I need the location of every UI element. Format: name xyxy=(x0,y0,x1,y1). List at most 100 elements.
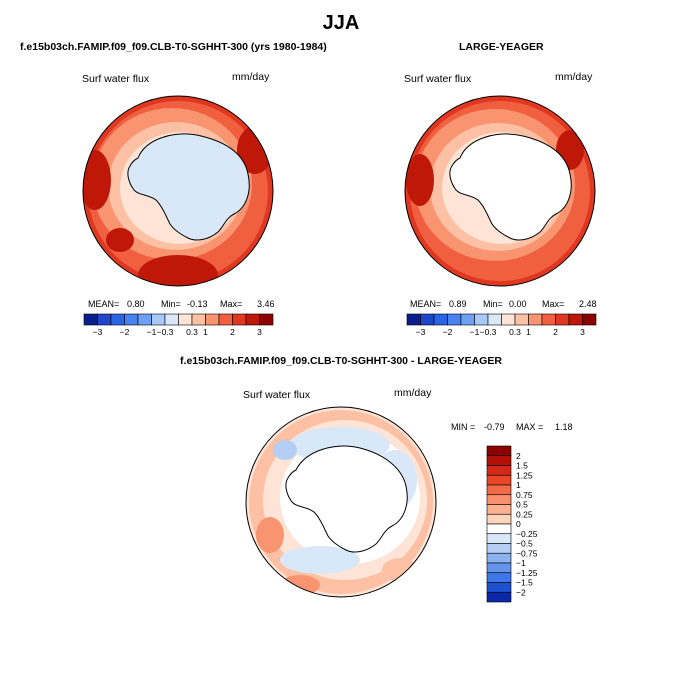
panel1-mean-label: MEAN= xyxy=(88,299,120,309)
panel1-colorbar-swatch xyxy=(83,313,98,326)
panel3-colorbar-swatch xyxy=(486,552,512,564)
panel3-colorbar-swatch xyxy=(486,455,512,466)
panel1-colorbar-swatch xyxy=(151,313,166,326)
panel3-colorbar-swatch xyxy=(486,445,512,457)
panel1-colorbar-swatch xyxy=(191,313,206,326)
panel2-colorbar-swatch xyxy=(420,313,435,326)
panel1-colorbar-swatch xyxy=(218,313,233,326)
panel3-colorbar-label: −0.25 xyxy=(516,529,538,539)
panel1-variable-label: Surf water flux xyxy=(82,73,150,85)
panel3-min-value: -0.79 xyxy=(484,422,505,432)
panel3-colorbar-label: −1 xyxy=(516,558,526,568)
panel2-mean-label: MEAN= xyxy=(410,299,442,309)
panel2-variable-label: Surf water flux xyxy=(404,73,472,85)
panel2-colorbar-swatch xyxy=(433,313,448,326)
panel2-colorbar-label: −0.3 xyxy=(480,327,497,337)
panel3-colorbar-swatch xyxy=(486,465,512,476)
panel3-colorbar-label: −1.5 xyxy=(516,578,533,588)
panel3-units-label: mm/day xyxy=(394,387,432,399)
panel2-colorbar-swatch xyxy=(541,313,556,326)
panel1-colorbar: −3 −2 −1 −0.3 0.3 1 2 3 xyxy=(83,313,274,337)
panel2-colorbar-label: −1 xyxy=(470,327,480,337)
panel2-colorbar-swatch xyxy=(528,313,543,326)
panel3-colorbar-label: 0.75 xyxy=(516,490,533,500)
panel1-colorbar-label: −1 xyxy=(147,327,157,337)
panel2-colorbar-swatch xyxy=(474,313,489,326)
panel3-colorbar-swatch xyxy=(486,474,512,486)
panel2-colorbar-label: 3 xyxy=(580,327,585,337)
panel3-colorbar-label: −1.25 xyxy=(516,568,538,578)
panel3-case-title: f.e15b03ch.FAMIP.f09_f09.CLB-T0-SGHHT-30… xyxy=(180,355,502,367)
panel3-colorbar-swatch xyxy=(486,582,512,593)
panel3-colorbar-label: 0 xyxy=(516,519,521,529)
panel2-max-label: Max= xyxy=(542,299,565,309)
panel1-map xyxy=(82,95,274,287)
panel2-colorbar-swatch xyxy=(406,313,421,326)
panel2-colorbar-swatch xyxy=(487,313,502,326)
panel1-units-label: mm/day xyxy=(232,71,270,83)
panel3-colorbar-label: 1.5 xyxy=(516,461,528,471)
panel1-max-label: Max= xyxy=(220,299,243,309)
panel2-colorbar-label: −3 xyxy=(416,327,426,337)
panel3-map xyxy=(245,406,437,598)
panel3-colorbar-swatch xyxy=(486,523,512,535)
panel3-colorbar-swatch xyxy=(486,494,512,505)
panel2-colorbar-label: 0.3 xyxy=(509,327,521,337)
panel1-colorbar-swatch xyxy=(124,313,139,326)
panel3-colorbar-swatch xyxy=(486,562,512,574)
panel1-colorbar-label: −3 xyxy=(93,327,103,337)
panel1-colorbar-label: 1 xyxy=(203,327,208,337)
panel2-colorbar-swatch xyxy=(568,313,583,326)
panel1-colorbar-label: −0.3 xyxy=(157,327,174,337)
figure-title: JJA xyxy=(322,12,360,34)
panel2-min-label: Min= xyxy=(483,299,503,309)
panel3-max-value: 1.18 xyxy=(555,422,573,432)
panel1-colorbar-label: 3 xyxy=(257,327,262,337)
panel3-colorbar-label: 2 xyxy=(516,451,521,461)
panel2-colorbar-swatch xyxy=(514,313,529,326)
panel1-colorbar-swatch xyxy=(178,313,193,326)
panel2-case-title: LARGE-YEAGER xyxy=(459,41,544,53)
panel1-colorbar-swatch xyxy=(110,313,125,326)
panel2-colorbar-label: 1 xyxy=(526,327,531,337)
panel1-mean-value: 0.80 xyxy=(127,299,145,309)
panel3-colorbar-label: −2 xyxy=(516,587,526,597)
panel2-map xyxy=(404,95,596,287)
panel3-colorbar-label: 0.5 xyxy=(516,500,528,510)
panel2-colorbar-swatch xyxy=(501,313,516,326)
panel2-units-label: mm/day xyxy=(555,71,593,83)
panel3-variable-label: Surf water flux xyxy=(243,389,311,401)
panel3-colorbar-label: −0.75 xyxy=(516,548,538,558)
panel1-max-value: 3.46 xyxy=(257,299,275,309)
panel1-colorbar-swatch xyxy=(97,313,112,326)
panel3-colorbar-swatch xyxy=(486,484,512,496)
panel3-colorbar-label: −0.5 xyxy=(516,539,533,549)
panel2-mean-value: 0.89 xyxy=(449,299,467,309)
panel1-min-label: Min= xyxy=(161,299,181,309)
panel1-colorbar-label: 2 xyxy=(230,327,235,337)
panel2-colorbar-swatch xyxy=(555,313,570,326)
panel1-colorbar-label: −2 xyxy=(120,327,130,337)
panel2-colorbar: −3 −2 −1 −0.3 0.3 1 2 3 xyxy=(406,313,597,337)
panel1-colorbar-swatch xyxy=(245,313,260,326)
panel3-colorbar-swatch xyxy=(486,543,512,554)
panel2-colorbar-swatch xyxy=(582,313,597,326)
panel2-max-value: 2.48 xyxy=(579,299,597,309)
panel1-colorbar-swatch xyxy=(259,313,274,326)
panel3-colorbar-swatch xyxy=(486,533,512,544)
panel2-colorbar-swatch xyxy=(460,313,475,326)
panel3-colorbar-swatch xyxy=(486,591,512,603)
panel3-max-label: MAX = xyxy=(516,422,544,432)
panel1-colorbar-label: 0.3 xyxy=(186,327,198,337)
panel2-colorbar-label: −2 xyxy=(443,327,453,337)
panel1-colorbar-swatch xyxy=(164,313,179,326)
panel3-colorbar-swatch xyxy=(486,513,512,525)
panel2-colorbar-label: 2 xyxy=(553,327,558,337)
panel1-colorbar-swatch xyxy=(137,313,152,326)
panel3-colorbar-swatch xyxy=(486,504,512,515)
panel3-colorbar-label: 1.25 xyxy=(516,470,533,480)
panel3-colorbar-label: 0.25 xyxy=(516,509,533,519)
panel1-colorbar-swatch xyxy=(232,313,247,326)
panel1-colorbar-swatch xyxy=(205,313,220,326)
panel2-min-value: 0.00 xyxy=(509,299,527,309)
